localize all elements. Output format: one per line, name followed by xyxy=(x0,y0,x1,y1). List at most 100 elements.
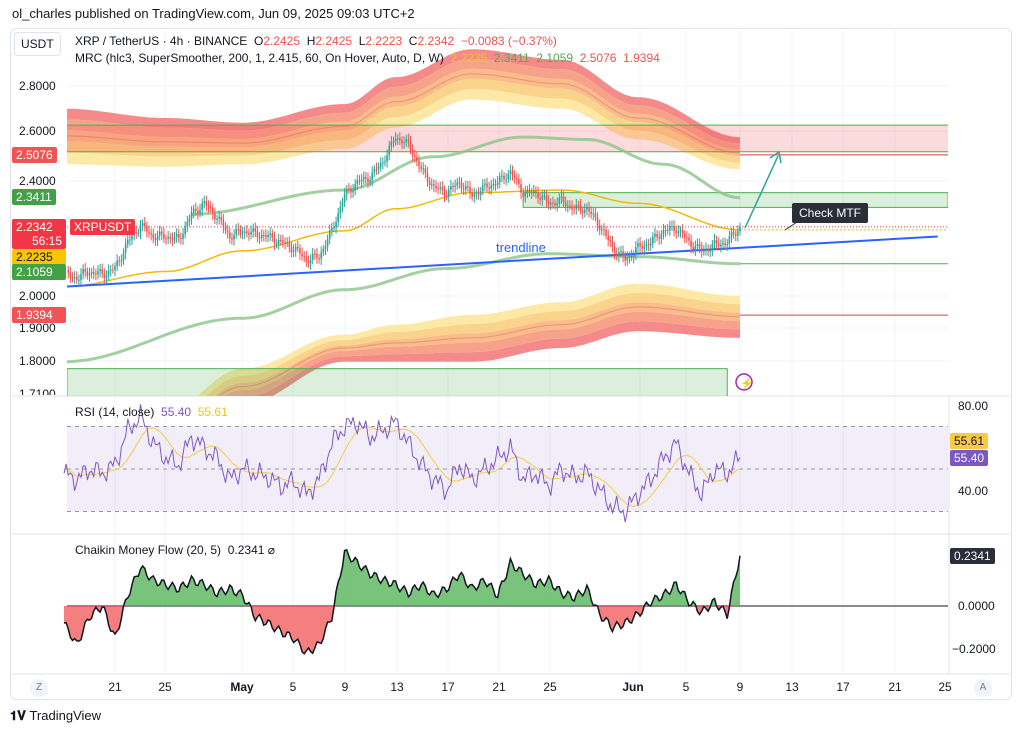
trendline-label[interactable]: trendline xyxy=(496,240,546,255)
candle xyxy=(692,246,695,250)
candle xyxy=(88,273,91,276)
candle xyxy=(188,218,191,222)
candle xyxy=(360,179,363,182)
candle xyxy=(724,243,726,245)
candle xyxy=(303,256,305,258)
lower-band xyxy=(206,292,740,396)
mrc-legend[interactable]: MRC (hlc3, SuperSmoother, 200, 1, 2.415,… xyxy=(75,51,660,65)
price-tick: 2.6000 xyxy=(19,124,56,138)
candle xyxy=(290,246,293,252)
time-label: 25 xyxy=(543,680,557,694)
candle xyxy=(126,239,129,244)
candle xyxy=(471,192,473,197)
candle xyxy=(148,231,150,234)
candle xyxy=(445,195,448,197)
candle xyxy=(698,243,701,248)
candle xyxy=(292,250,295,252)
candle xyxy=(182,233,184,239)
candle xyxy=(399,138,401,141)
candle xyxy=(375,168,378,170)
candle xyxy=(82,269,84,274)
symbol-badge: XRPUSDT xyxy=(70,219,136,235)
candle xyxy=(277,239,280,244)
candle xyxy=(479,191,482,195)
candle xyxy=(528,189,531,192)
candle xyxy=(129,239,131,241)
candle xyxy=(260,234,263,238)
candle xyxy=(199,209,201,214)
candle xyxy=(507,174,510,180)
candle xyxy=(201,203,203,210)
hide-icon[interactable]: ⌀ xyxy=(267,543,276,557)
time-label: 17 xyxy=(441,680,455,694)
candle xyxy=(575,204,578,210)
candle xyxy=(386,155,388,162)
candle xyxy=(730,232,733,237)
candle xyxy=(235,229,237,235)
candle xyxy=(739,226,741,232)
candle xyxy=(75,276,78,280)
open-value: 2.2425 xyxy=(263,34,301,48)
candle xyxy=(367,178,369,183)
price-tick: 1.9000 xyxy=(19,321,56,335)
lower-green-badge: 2.1059 xyxy=(12,264,66,280)
candle xyxy=(567,205,569,207)
candle xyxy=(556,203,558,206)
symbol-legend: XRP / TetherUS · 4h · BINANCE O2.2425 H2… xyxy=(75,34,557,48)
candle xyxy=(624,256,626,261)
candle xyxy=(207,205,210,207)
time-label: 13 xyxy=(390,680,404,694)
high-value: 2.2425 xyxy=(315,34,353,48)
candle xyxy=(269,233,271,235)
candle xyxy=(139,226,142,233)
candle xyxy=(592,213,595,215)
rsi-legend[interactable]: RSI (14, close) 55.40 55.61 xyxy=(75,405,228,419)
candle xyxy=(318,258,320,260)
candle xyxy=(664,230,667,232)
candle xyxy=(522,192,524,197)
candle xyxy=(439,187,442,189)
candle xyxy=(554,202,556,206)
candle xyxy=(177,233,180,238)
candle xyxy=(258,237,261,239)
candle xyxy=(615,253,618,257)
upper-green-badge: 2.3411 xyxy=(12,189,56,205)
auto-scale-button[interactable]: A xyxy=(974,679,992,697)
candle xyxy=(543,195,546,197)
tv-logo-icon: 𝟏𝐕 xyxy=(10,708,30,723)
candle xyxy=(492,183,495,186)
candle xyxy=(652,236,654,244)
candle xyxy=(284,243,286,245)
candle xyxy=(424,168,427,174)
upper-band xyxy=(67,78,740,163)
candle xyxy=(78,279,80,281)
time-label: 25 xyxy=(938,680,952,694)
rsi-value-badge: 55.40 xyxy=(950,450,989,466)
mean-line xyxy=(67,189,741,288)
candle xyxy=(662,230,665,235)
check-mtf-callout[interactable]: Check MTF xyxy=(792,203,869,223)
candle xyxy=(288,242,291,247)
upper-mid-line xyxy=(67,73,741,154)
candle xyxy=(167,237,169,239)
candle xyxy=(688,237,690,241)
cmf-legend[interactable]: Chaikin Money Flow (20, 5) 0.2341 ⌀ xyxy=(75,543,276,557)
candle xyxy=(103,273,106,279)
rsi-tick: 40.00 xyxy=(958,484,989,498)
candle xyxy=(464,186,467,190)
candle xyxy=(382,162,384,164)
currency-button[interactable]: USDT xyxy=(14,32,61,56)
candle xyxy=(494,183,497,185)
countdown: 56:15 xyxy=(31,234,62,248)
candle xyxy=(477,193,480,195)
lightning-glyph: ⚡ xyxy=(740,377,754,390)
candle xyxy=(675,230,678,233)
candle xyxy=(328,230,331,240)
demand-zone xyxy=(67,368,728,396)
candle xyxy=(369,180,371,183)
candle xyxy=(92,271,95,274)
candle xyxy=(231,238,233,240)
zoom-button[interactable]: Z xyxy=(30,679,48,697)
cmf-line xyxy=(63,548,741,655)
